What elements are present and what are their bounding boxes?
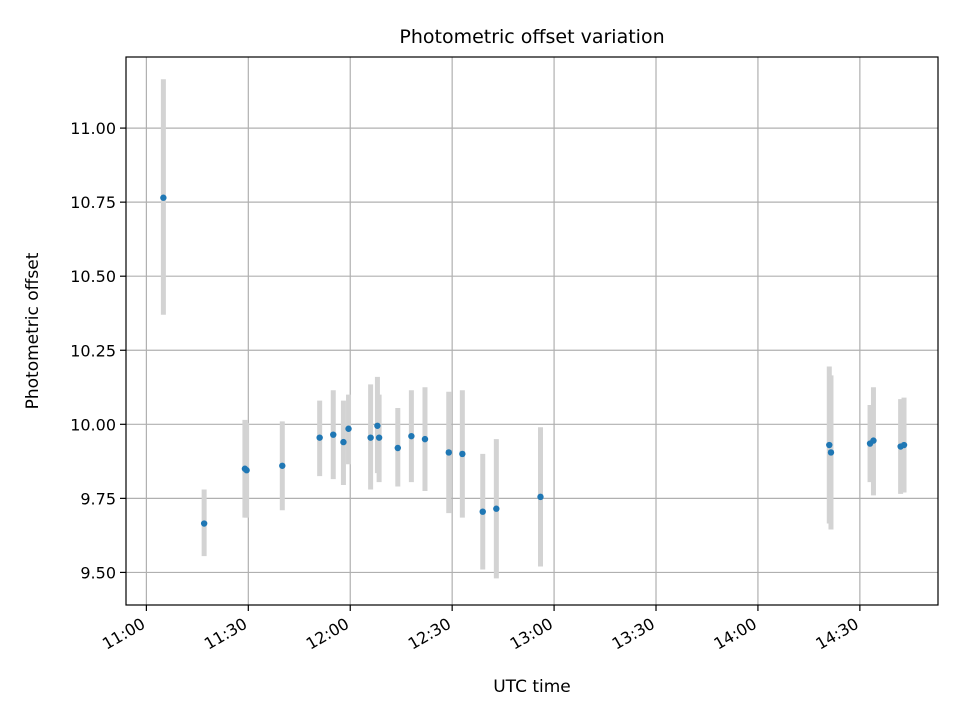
data-point bbox=[445, 449, 452, 456]
data-point bbox=[200, 520, 208, 527]
data-point bbox=[479, 508, 486, 515]
y-tick-label: 9.50 bbox=[80, 563, 116, 582]
y-tick-label: 9.75 bbox=[80, 489, 116, 508]
y-axis-ticks: 9.50 9.75 10.00 10.25 10.50 10.75 11.00 bbox=[70, 119, 126, 582]
data-point bbox=[345, 425, 352, 432]
y-tick-label: 10.00 bbox=[70, 415, 116, 434]
data-point bbox=[826, 441, 833, 449]
data-point bbox=[493, 505, 500, 512]
chart-title: Photometric offset variation bbox=[399, 26, 664, 48]
data-point bbox=[900, 441, 908, 449]
data-point bbox=[243, 467, 250, 474]
data-point bbox=[421, 435, 429, 443]
data-point bbox=[374, 422, 381, 429]
y-tick-label: 10.75 bbox=[70, 193, 116, 212]
y-tick-label: 10.25 bbox=[70, 341, 116, 360]
data-point bbox=[459, 450, 466, 458]
data-point bbox=[160, 194, 167, 201]
data-point bbox=[870, 437, 877, 444]
data-point bbox=[340, 438, 347, 446]
data-point bbox=[316, 434, 323, 441]
data-point bbox=[827, 449, 835, 456]
x-axis-label: UTC time bbox=[493, 677, 571, 697]
data-point bbox=[375, 434, 383, 441]
grid bbox=[126, 57, 938, 605]
data-points bbox=[160, 194, 908, 527]
data-point bbox=[367, 434, 374, 441]
y-tick-label: 10.50 bbox=[70, 267, 116, 286]
y-axis-label: Photometric offset bbox=[23, 252, 43, 409]
y-tick-label: 11.00 bbox=[70, 119, 116, 138]
data-point bbox=[537, 493, 544, 501]
data-point bbox=[330, 431, 337, 438]
data-point bbox=[408, 432, 415, 440]
plot-frame bbox=[125, 56, 939, 606]
data-point bbox=[394, 444, 401, 452]
data-point bbox=[279, 462, 286, 469]
